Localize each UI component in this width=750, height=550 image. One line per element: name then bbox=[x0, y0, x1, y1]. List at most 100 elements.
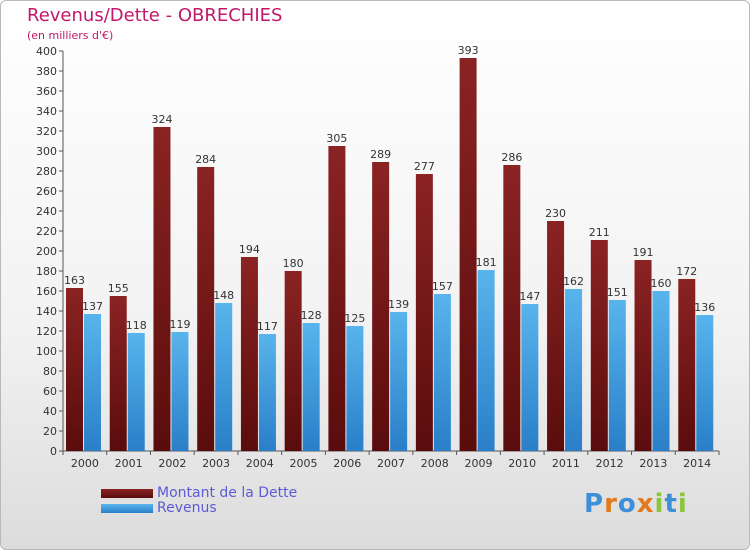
logo-letter: i bbox=[677, 489, 688, 519]
bar-debt-2010 bbox=[503, 165, 521, 451]
x-tick-label: 2011 bbox=[552, 457, 580, 470]
y-tick-label: 340 bbox=[36, 105, 57, 118]
value-label-debt-2002: 324 bbox=[151, 113, 172, 126]
value-label-debt-2014: 172 bbox=[676, 265, 697, 278]
bar-debt-2011 bbox=[547, 221, 565, 451]
bar-debt-2009 bbox=[459, 58, 477, 451]
bar-debt-2001 bbox=[109, 296, 127, 451]
bar-debt-2000 bbox=[66, 288, 83, 451]
value-label-revenus-2005: 128 bbox=[301, 309, 322, 322]
x-tick-label: 2005 bbox=[290, 457, 318, 470]
bar-revenus-2010 bbox=[521, 304, 539, 451]
value-label-revenus-2006: 125 bbox=[344, 312, 365, 325]
bar-revenus-2002 bbox=[171, 332, 189, 451]
y-tick-label: 380 bbox=[36, 65, 57, 78]
y-tick-label: 240 bbox=[36, 205, 57, 218]
x-tick-label: 2012 bbox=[596, 457, 624, 470]
y-tick-label: 260 bbox=[36, 185, 57, 198]
value-label-revenus-2009: 181 bbox=[476, 256, 497, 269]
x-tick-label: 2002 bbox=[158, 457, 186, 470]
y-tick-label: 0 bbox=[50, 445, 57, 458]
y-tick-label: 320 bbox=[36, 125, 57, 138]
y-tick-label: 120 bbox=[36, 325, 57, 338]
legend-swatch-debt bbox=[101, 489, 153, 498]
value-label-revenus-2010: 147 bbox=[519, 290, 540, 303]
value-label-revenus-2011: 162 bbox=[563, 275, 584, 288]
logo-letter: t bbox=[664, 489, 678, 519]
value-label-revenus-2008: 157 bbox=[432, 280, 453, 293]
value-label-debt-2005: 180 bbox=[283, 257, 304, 270]
value-label-revenus-2002: 119 bbox=[169, 318, 190, 331]
chart-title: Revenus/Dette - OBRECHIES bbox=[27, 5, 283, 26]
bar-revenus-2011 bbox=[565, 289, 583, 451]
y-tick-label: 60 bbox=[43, 385, 57, 398]
bar-revenus-2014 bbox=[696, 315, 714, 451]
value-label-revenus-2004: 117 bbox=[257, 320, 278, 333]
value-label-debt-2003: 284 bbox=[195, 153, 216, 166]
value-label-revenus-2000: 137 bbox=[82, 300, 103, 313]
bar-debt-2013 bbox=[634, 260, 652, 451]
bar-revenus-2013 bbox=[652, 291, 670, 451]
logo-letter: o bbox=[617, 489, 637, 519]
value-label-debt-2012: 211 bbox=[589, 226, 610, 239]
x-tick-label: 2006 bbox=[333, 457, 361, 470]
value-label-debt-2006: 305 bbox=[326, 132, 347, 145]
bar-revenus-2006 bbox=[346, 326, 364, 451]
y-tick-label: 200 bbox=[36, 245, 57, 258]
value-label-debt-2009: 393 bbox=[458, 44, 479, 57]
x-tick-label: 2000 bbox=[71, 457, 99, 470]
value-label-revenus-2013: 160 bbox=[651, 277, 672, 290]
value-label-debt-2008: 277 bbox=[414, 160, 435, 173]
proxiti-logo: Proxiti bbox=[584, 489, 688, 519]
bar-revenus-2000 bbox=[84, 314, 101, 451]
bar-debt-2005 bbox=[284, 271, 302, 451]
x-tick-label: 2007 bbox=[377, 457, 405, 470]
x-tick-label: 2001 bbox=[115, 457, 143, 470]
x-tick-label: 2013 bbox=[639, 457, 667, 470]
bar-debt-2008 bbox=[415, 174, 433, 451]
bar-debt-2006 bbox=[328, 146, 346, 451]
logo-letter: x bbox=[636, 489, 655, 519]
value-label-debt-2013: 191 bbox=[633, 246, 654, 259]
bar-debt-2014 bbox=[678, 279, 696, 451]
value-label-revenus-2014: 136 bbox=[694, 301, 715, 314]
value-label-debt-2010: 286 bbox=[501, 151, 522, 164]
y-tick-label: 400 bbox=[36, 45, 57, 58]
y-tick-label: 360 bbox=[36, 85, 57, 98]
value-label-debt-2004: 194 bbox=[239, 243, 260, 256]
value-label-revenus-2001: 118 bbox=[126, 319, 147, 332]
logo-letter: r bbox=[604, 489, 618, 519]
bar-debt-2003 bbox=[197, 167, 215, 451]
x-tick-label: 2003 bbox=[202, 457, 230, 470]
y-tick-label: 180 bbox=[36, 265, 57, 278]
y-tick-label: 40 bbox=[43, 405, 57, 418]
value-label-debt-2001: 155 bbox=[108, 282, 129, 295]
bar-revenus-2001 bbox=[127, 333, 145, 451]
bar-debt-2007 bbox=[372, 162, 390, 451]
bar-revenus-2009 bbox=[477, 270, 495, 451]
x-tick-label: 2004 bbox=[246, 457, 274, 470]
y-tick-label: 20 bbox=[43, 425, 57, 438]
legend-swatch-revenus bbox=[101, 504, 153, 513]
logo-letter: P bbox=[584, 489, 605, 519]
chart-subtitle: (en milliers d'€) bbox=[27, 29, 114, 42]
bar-debt-2004 bbox=[240, 257, 258, 451]
legend-label-revenus: Revenus bbox=[157, 500, 217, 516]
value-label-debt-2000: 163 bbox=[64, 274, 85, 287]
value-label-debt-2007: 289 bbox=[370, 148, 391, 161]
value-label-revenus-2003: 148 bbox=[213, 289, 234, 302]
value-label-revenus-2012: 151 bbox=[607, 286, 628, 299]
x-tick-label: 2009 bbox=[464, 457, 492, 470]
bar-revenus-2005 bbox=[302, 323, 320, 451]
bar-revenus-2007 bbox=[390, 312, 408, 451]
bar-debt-2012 bbox=[590, 240, 608, 451]
bar-revenus-2008 bbox=[433, 294, 451, 451]
logo-letter: i bbox=[654, 489, 665, 519]
y-tick-label: 220 bbox=[36, 225, 57, 238]
x-tick-label: 2008 bbox=[421, 457, 449, 470]
y-tick-label: 280 bbox=[36, 165, 57, 178]
value-label-revenus-2007: 139 bbox=[388, 298, 409, 311]
legend-label-debt: Montant de la Dette bbox=[157, 485, 298, 501]
